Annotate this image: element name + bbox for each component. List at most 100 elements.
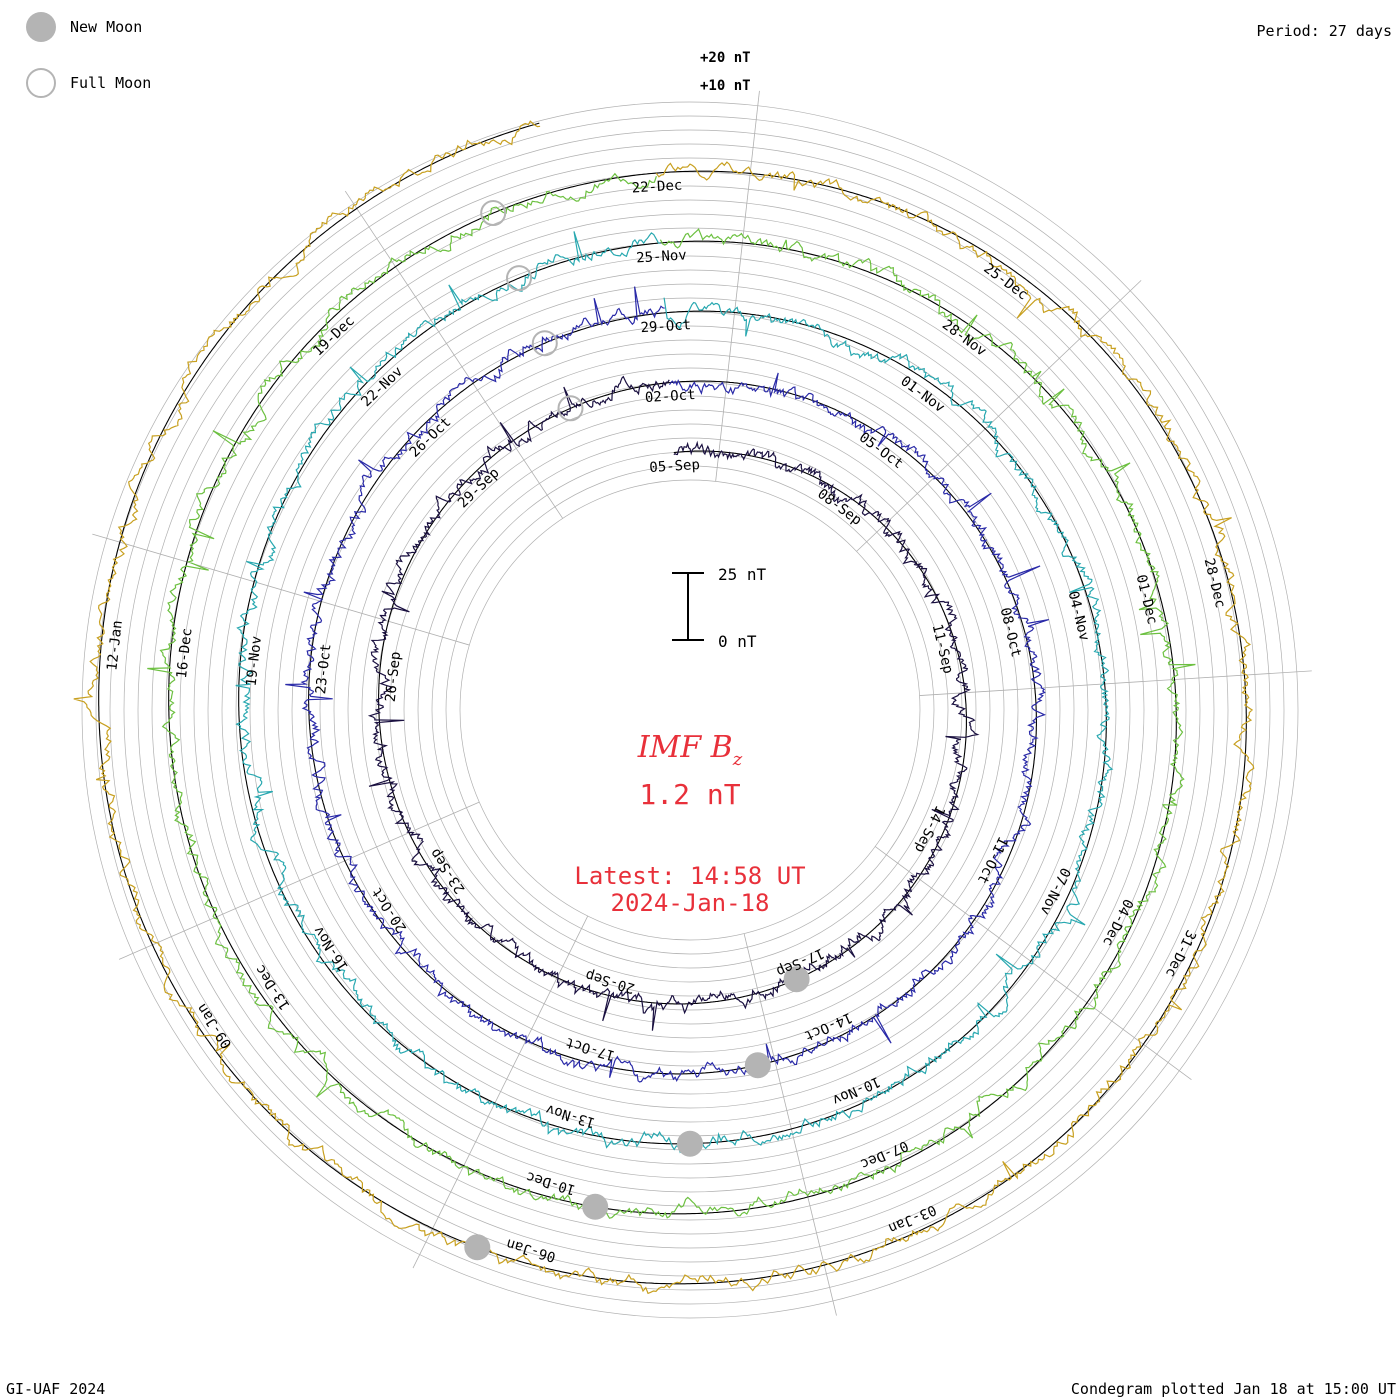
date-label: 19-Nov xyxy=(244,635,266,687)
day-spoke xyxy=(715,90,760,482)
new-moon-marker xyxy=(582,1193,609,1220)
date-label: 08-Oct xyxy=(997,606,1024,659)
date-label: 22-Nov xyxy=(358,364,406,410)
center-readout: IMF Bz 1.2 nT Latest: 14:58 UT 2024-Jan-… xyxy=(574,730,805,917)
date-label: 10-Dec xyxy=(524,1168,577,1198)
date-label: 11-Oct xyxy=(974,834,1011,886)
new-moon-marker xyxy=(744,1052,771,1079)
grid-ring xyxy=(193,213,1187,1207)
date-label: 25-Nov xyxy=(636,247,687,266)
full-moon-marker xyxy=(480,200,507,226)
date-label: 09-Jan xyxy=(194,1000,235,1051)
day-spoke xyxy=(743,933,837,1316)
date-label: 01-Nov xyxy=(897,373,947,416)
new-moon-marker xyxy=(783,966,810,993)
grid-ring xyxy=(389,409,991,1011)
date-label: 04-Dec xyxy=(1099,896,1136,948)
grid-ring xyxy=(291,311,1089,1109)
date-label: 13-Nov xyxy=(544,1101,597,1131)
center-value: 1.2 nT xyxy=(639,778,740,811)
new-moon-icon xyxy=(26,12,56,42)
new-moon-marker xyxy=(464,1234,491,1261)
date-label: 08-Sep xyxy=(814,486,864,529)
legend-label-full-moon: Full Moon xyxy=(70,74,152,92)
grid-ring xyxy=(235,255,1145,1165)
date-label: 31-Dec xyxy=(1162,927,1199,979)
bz-trace xyxy=(73,120,1255,1295)
date-label: 16-Dec xyxy=(174,627,196,679)
grid-ring xyxy=(123,143,1257,1277)
grid-ring xyxy=(137,157,1243,1263)
grid-ring xyxy=(95,115,1285,1305)
grid-ring xyxy=(109,129,1271,1291)
date-label: 26-Oct xyxy=(407,414,455,460)
center-title-subscript: z xyxy=(732,749,743,770)
date-label: 11-Sep xyxy=(929,622,956,675)
full-moon-icon xyxy=(26,68,56,98)
legend-full-moon: Full Moon xyxy=(26,68,151,98)
center-latest: Latest: 14:58 UT xyxy=(574,862,805,890)
center-title: IMF B xyxy=(637,730,733,765)
trace-ring-3 xyxy=(235,231,1114,1154)
trace-ring-2 xyxy=(285,286,1049,1083)
date-label: 26-Sep xyxy=(383,651,405,703)
grid-ring xyxy=(459,479,921,941)
date-label: 22-Dec xyxy=(631,177,682,196)
day-spoke xyxy=(856,280,1142,552)
grid-ring xyxy=(165,185,1215,1235)
grid-ring xyxy=(333,353,1047,1067)
day-spokes xyxy=(92,90,1312,1316)
date-label: 05-Sep xyxy=(649,457,700,476)
credit-label: GI-UAF 2024 xyxy=(6,1380,106,1398)
trace-ring-5 xyxy=(73,120,1255,1295)
baseline-ring-2 xyxy=(308,312,1037,1075)
date-label: 20-Oct xyxy=(369,884,410,935)
ring-scale-labels: +20 nT +10 nT xyxy=(700,50,751,94)
grid-ring xyxy=(361,381,1019,1039)
grid-ring xyxy=(179,199,1201,1221)
date-label: 29-Oct xyxy=(640,317,691,336)
date-label: 12-Jan xyxy=(104,620,126,672)
full-moon-marker xyxy=(506,265,532,292)
grid-ring xyxy=(263,283,1117,1137)
scale-bar: 25 nT 0 nT xyxy=(672,565,767,651)
legend-label-new-moon: New Moon xyxy=(70,18,143,36)
grid-ring xyxy=(207,227,1173,1193)
grid-ring xyxy=(151,171,1229,1249)
ring-scale-label: +20 nT xyxy=(700,50,751,66)
full-moon-marker xyxy=(557,395,584,422)
trace-ring-4 xyxy=(147,172,1196,1219)
date-label: 19-Dec xyxy=(310,313,358,359)
date-label: 17-Oct xyxy=(564,1034,617,1064)
full-moon-marker xyxy=(531,330,558,357)
moon-markers xyxy=(464,200,810,1261)
legend-new-moon: New Moon xyxy=(26,12,142,42)
date-label: 02-Oct xyxy=(645,387,696,406)
scale-top-label: 25 nT xyxy=(718,565,767,584)
date-label: 14-Sep xyxy=(911,803,948,855)
date-label: 14-Oct xyxy=(802,1009,855,1044)
day-spoke xyxy=(344,190,564,519)
day-spoke xyxy=(412,915,589,1269)
date-label: 23-Sep xyxy=(427,845,468,896)
date-label: 28-Nov xyxy=(939,317,989,360)
date-label: 05-Oct xyxy=(856,430,906,473)
new-moon-marker xyxy=(677,1130,703,1157)
period-label: Period: 27 days xyxy=(1256,22,1392,40)
svg-text:IMF Bz: IMF Bz xyxy=(637,730,743,770)
date-label: 25-Dec xyxy=(980,261,1030,304)
grid-ring xyxy=(347,367,1033,1053)
grid-ring xyxy=(81,101,1299,1319)
grid-ring xyxy=(319,339,1061,1081)
baseline-ring-3 xyxy=(238,242,1107,1145)
scale-bottom-label: 0 nT xyxy=(718,632,757,651)
day-spoke xyxy=(118,801,480,960)
day-spoke xyxy=(92,533,470,646)
ring-scale-label: +10 nT xyxy=(700,78,751,94)
baseline-ring-4 xyxy=(168,172,1177,1215)
grid-ring xyxy=(403,423,977,997)
grid-rings xyxy=(81,101,1299,1319)
date-label: 07-Dec xyxy=(858,1137,911,1172)
grid-ring xyxy=(445,465,935,955)
